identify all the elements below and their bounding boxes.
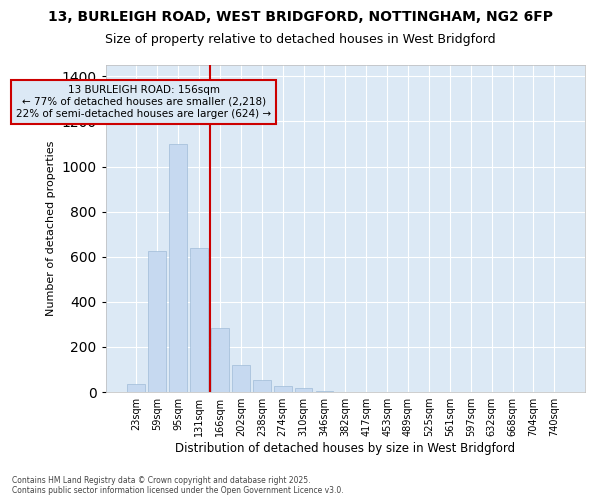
Bar (274, 386, 292, 392)
Bar (127, 384, 145, 392)
Text: 13, BURLEIGH ROAD, WEST BRIDGFORD, NOTTINGHAM, NG2 6FP: 13, BURLEIGH ROAD, WEST BRIDGFORD, NOTTI… (47, 10, 553, 24)
Y-axis label: Number of detached properties: Number of detached properties (46, 141, 56, 316)
X-axis label: Distribution of detached houses by size in West Bridgford: Distribution of detached houses by size … (175, 442, 515, 455)
Text: 13 BURLEIGH ROAD: 156sqm
← 77% of detached houses are smaller (2,218)
22% of sem: 13 BURLEIGH ROAD: 156sqm ← 77% of detach… (16, 86, 271, 118)
Bar (253, 380, 271, 392)
Bar (190, 248, 208, 392)
Bar (316, 391, 334, 392)
Bar (295, 388, 313, 392)
Bar (148, 251, 166, 392)
Bar (232, 365, 250, 392)
Text: Size of property relative to detached houses in West Bridgford: Size of property relative to detached ho… (104, 32, 496, 46)
Text: Contains HM Land Registry data © Crown copyright and database right 2025.
Contai: Contains HM Land Registry data © Crown c… (12, 476, 344, 495)
Bar (169, 144, 187, 392)
Bar (211, 328, 229, 392)
